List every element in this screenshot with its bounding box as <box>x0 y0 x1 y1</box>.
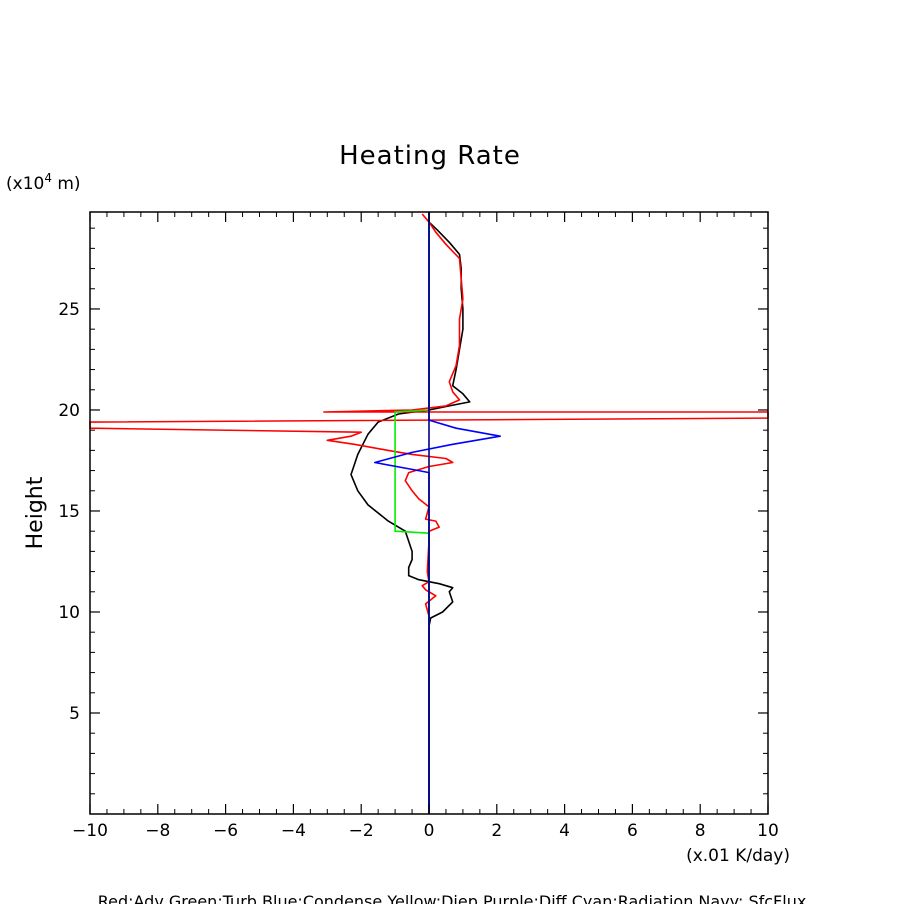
x-axis-title: (x.01 K/day) <box>686 846 790 866</box>
x-tick-label: −2 <box>349 821 374 841</box>
chart-title: Heating Rate <box>339 141 521 171</box>
x-tick-label: −6 <box>213 821 238 841</box>
y-tick-label: 10 <box>58 603 80 623</box>
y-unit-prefix: (x10 <box>6 174 44 194</box>
series-line-3 <box>374 212 501 814</box>
y-tick-label: 5 <box>69 704 80 724</box>
y-unit-label: (x104 m) <box>6 171 81 194</box>
ticks-layer: −10 −8 −6 −4 −2 0 2 4 6 8 10 5 10 15 20 25 <box>58 212 779 841</box>
x-tick-label: 8 <box>695 821 706 841</box>
x-tick-label: 4 <box>559 821 570 841</box>
x-tick-label: 6 <box>627 821 638 841</box>
x-tick-label: 2 <box>491 821 502 841</box>
x-tick-label: −10 <box>72 821 108 841</box>
x-tick-label: −4 <box>281 821 306 841</box>
x-tick-label: −8 <box>145 821 170 841</box>
series-layer <box>89 212 769 814</box>
series-line-1 <box>89 213 769 814</box>
y-tick-label: 15 <box>58 502 80 522</box>
y-unit-exponent: 4 <box>44 171 52 185</box>
x-tick-label: 0 <box>424 821 435 841</box>
legend-text: Red:Adv Green:Turb Blue:Condense Yellow:… <box>98 892 807 904</box>
plot-frame <box>89 211 769 815</box>
series-line-2 <box>394 212 430 814</box>
y-tick-label: 25 <box>58 300 80 320</box>
series-line-0 <box>350 212 471 814</box>
y-tick-label: 20 <box>58 401 80 421</box>
x-tick-label: 10 <box>757 821 779 841</box>
y-axis-title: Height <box>23 476 48 549</box>
y-unit-suffix: m) <box>52 174 81 194</box>
